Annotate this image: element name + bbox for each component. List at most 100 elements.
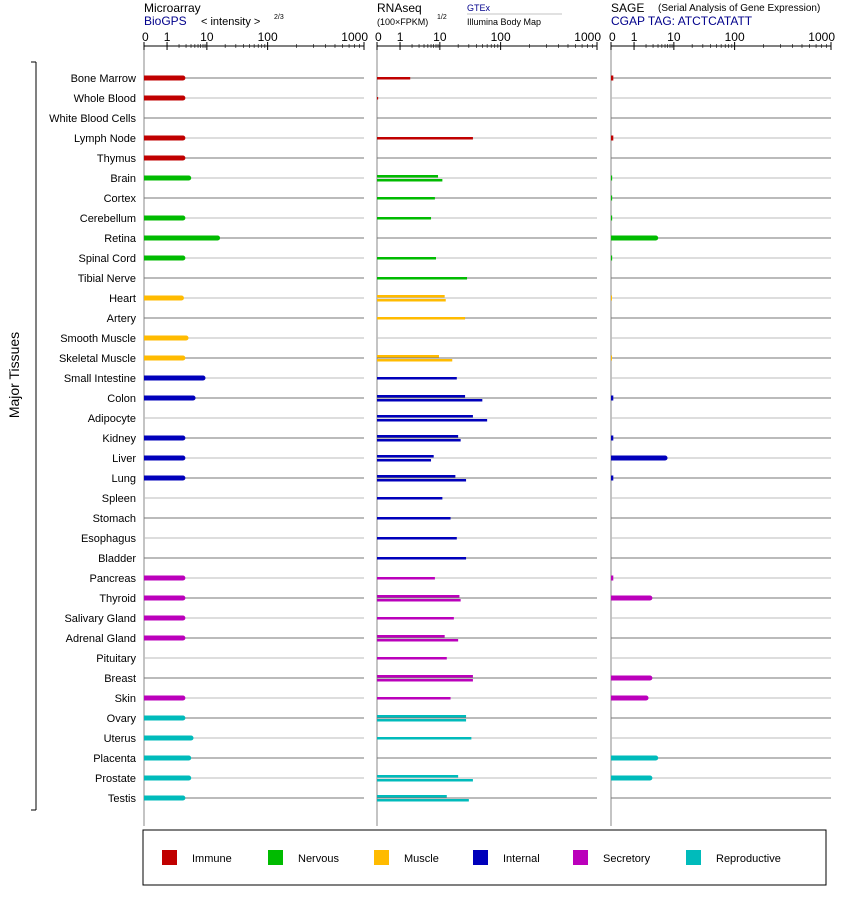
rnaseq-illumina-bar	[377, 479, 467, 482]
tissue-label: Pancreas	[90, 573, 137, 585]
tissue-label: Pituitary	[96, 653, 136, 665]
microarray-bar-cap	[180, 255, 186, 261]
rnaseq-gtex-bar	[377, 277, 468, 280]
microarray-bar-cap	[180, 455, 186, 461]
microarray-bar	[144, 355, 183, 361]
microarray-bar-cap	[180, 795, 186, 801]
rnaseq-title: RNAseq	[377, 1, 422, 15]
legend-label-internal: Internal	[503, 853, 540, 865]
microarray-bar	[144, 75, 183, 81]
rnaseq-gtex-bar	[377, 775, 459, 778]
rnaseq-gtex-bar	[377, 537, 457, 540]
rnaseq-illumina-bar	[377, 459, 432, 462]
legend-swatch-nervous	[268, 850, 283, 865]
rnaseq-gtex-bar	[377, 617, 454, 620]
sage-bar	[611, 775, 650, 781]
legend-label-immune: Immune	[192, 853, 232, 865]
rnaseq-gtex-bar	[377, 657, 447, 660]
legend-label-reproductive: Reproductive	[716, 853, 781, 865]
tissue-label: Cerebellum	[80, 213, 136, 225]
microarray-bar	[144, 135, 183, 141]
sage-subtitle: CGAP TAG: ATCTCATATT	[611, 14, 753, 28]
legend-swatch-muscle	[374, 850, 389, 865]
sage-tick-label: 100	[725, 30, 745, 44]
sage-bar	[611, 195, 613, 201]
sage-bar-cap	[647, 595, 653, 601]
microarray-bar	[144, 375, 203, 381]
sage-bar-cap	[653, 755, 659, 761]
sage-bar	[611, 135, 614, 141]
sage-bar	[611, 255, 613, 261]
rnaseq-unit-exponent: 1/2	[437, 14, 447, 21]
rnaseq-illumina-bar	[377, 737, 472, 740]
tissue-label: Breast	[104, 673, 136, 685]
sage-bar-cap	[647, 775, 653, 781]
tissue-label: Tibial Nerve	[78, 273, 136, 285]
microarray-bar	[144, 95, 183, 101]
tissue-label: Colon	[107, 393, 136, 405]
microarray-unit-exponent: 2/3	[274, 14, 284, 21]
rnaseq-gtex-bar	[377, 435, 459, 438]
rnaseq-gtex-bar	[377, 175, 439, 178]
tissue-label: Small Intestine	[64, 373, 136, 385]
legend-label-muscle: Muscle	[404, 853, 439, 865]
biogps-subtitle: BioGPS	[144, 14, 187, 28]
tissue-label: Retina	[104, 233, 137, 245]
sage-tick-label: 10	[667, 30, 681, 44]
rnaseq-tick-label: 10	[433, 30, 447, 44]
microarray-bar-cap	[180, 95, 186, 101]
rnaseq-gtex-bar	[377, 577, 435, 580]
rnaseq-illumina-bar	[377, 599, 461, 602]
microarray-bar-cap	[186, 755, 192, 761]
rnaseq-illumina-bar	[377, 439, 461, 442]
microarray-tick-label: 1000	[341, 30, 368, 44]
tissue-label: Spleen	[102, 493, 136, 505]
microarray-bar-cap	[183, 335, 189, 341]
rnaseq-gtex-bar	[377, 355, 439, 358]
sage-bar-cap	[653, 235, 659, 241]
microarray-bar-cap	[180, 575, 186, 581]
tissue-label: Thymus	[97, 153, 137, 165]
rnaseq-illumina-bar	[377, 779, 473, 782]
microarray-tick-label: 100	[258, 30, 278, 44]
microarray-bar	[144, 715, 183, 721]
microarray-tick-label: 10	[200, 30, 214, 44]
tissue-label: Lung	[112, 473, 136, 485]
legend-swatch-secretory	[573, 850, 588, 865]
tissue-label: Cortex	[104, 193, 137, 205]
microarray-bar	[144, 395, 194, 401]
tissue-label: Esophagus	[81, 533, 137, 545]
sage-bar	[611, 695, 647, 701]
rnaseq-gtex-bar	[377, 415, 473, 418]
microarray-bar	[144, 155, 183, 161]
microarray-bar-cap	[180, 435, 186, 441]
legend-swatch-internal	[473, 850, 488, 865]
microarray-bar	[144, 475, 183, 481]
microarray-bar	[144, 695, 183, 701]
rnaseq-gtex-bar	[377, 715, 467, 718]
sage-bar	[611, 755, 656, 761]
rnaseq-gtex-bar	[377, 635, 445, 638]
microarray-bar	[144, 755, 189, 761]
tissue-label: Stomach	[93, 513, 136, 525]
legend-swatch-immune	[162, 850, 177, 865]
rnaseq-gtex-bar	[377, 217, 432, 220]
microarray-bar-cap	[190, 395, 196, 401]
rnaseq-illumina-bar	[377, 679, 473, 682]
rnaseq-gtex-bar	[377, 455, 434, 458]
microarray-tick-label: 0	[142, 30, 149, 44]
microarray-bar	[144, 595, 183, 601]
microarray-bar	[144, 255, 183, 261]
rnaseq-illumina-bar	[377, 299, 446, 302]
rnaseq-gtex-bar	[377, 97, 379, 100]
rnaseq-gtex-bar	[377, 377, 457, 380]
tissue-label: Testis	[108, 793, 137, 805]
sage-bar	[611, 595, 650, 601]
microarray-unit-label: < intensity >	[201, 16, 260, 28]
microarray-bar-cap	[180, 695, 186, 701]
rnaseq-gtex-bar	[377, 497, 443, 500]
rnaseq-illumina-bar	[377, 399, 483, 402]
sage-bar	[611, 175, 613, 181]
microarray-bar	[144, 635, 183, 641]
tissue-label: Skin	[115, 693, 136, 705]
